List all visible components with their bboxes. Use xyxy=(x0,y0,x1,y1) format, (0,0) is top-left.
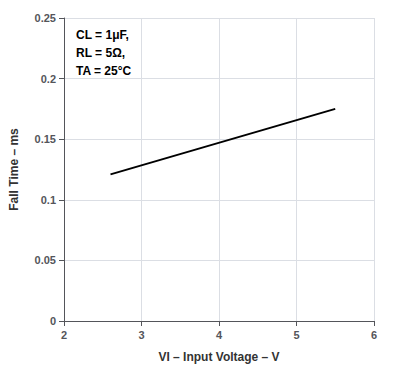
svg-text:0: 0 xyxy=(50,315,56,327)
svg-text:CL = 1μF,: CL = 1μF, xyxy=(76,28,129,42)
svg-text:6: 6 xyxy=(371,329,377,341)
svg-text:VI – Input Voltage – V: VI – Input Voltage – V xyxy=(158,350,279,364)
svg-text:0.25: 0.25 xyxy=(35,12,56,24)
svg-text:TA = 25°C: TA = 25°C xyxy=(76,64,131,78)
svg-text:2: 2 xyxy=(61,329,67,341)
svg-text:0.15: 0.15 xyxy=(35,133,56,145)
svg-text:0.2: 0.2 xyxy=(41,73,56,85)
svg-text:4: 4 xyxy=(216,329,223,341)
svg-text:RL = 5Ω,: RL = 5Ω, xyxy=(76,46,125,60)
svg-text:5: 5 xyxy=(293,329,299,341)
svg-text:0.1: 0.1 xyxy=(41,194,56,206)
svg-text:3: 3 xyxy=(138,329,144,341)
svg-text:Fall Time – ms: Fall Time – ms xyxy=(7,128,21,211)
svg-text:0.05: 0.05 xyxy=(35,254,56,266)
